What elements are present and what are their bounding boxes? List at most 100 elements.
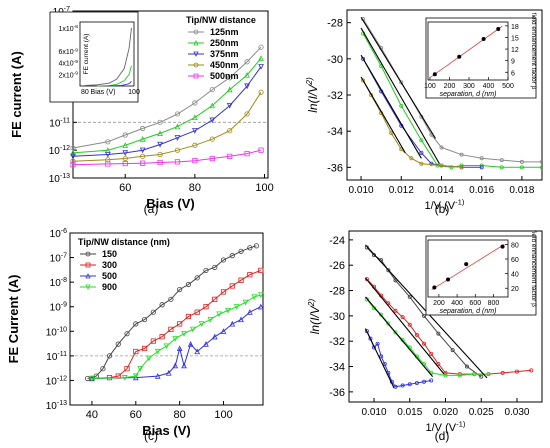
inset-x-tick-label: 300 — [463, 83, 475, 90]
series-line — [87, 245, 257, 379]
data-point — [386, 268, 391, 273]
y-tick-label: -32 — [329, 336, 345, 348]
inset-x-tick-label: 800 — [488, 300, 500, 307]
x-tick-label: 0.016 — [469, 185, 494, 196]
data-point — [258, 55, 264, 61]
x-axis-label: 1/V (V-1) — [426, 420, 466, 434]
data-point — [203, 304, 209, 310]
inset-x-tick-label: 80 — [81, 89, 89, 96]
data-point — [422, 341, 427, 346]
data-point — [422, 379, 427, 384]
data-point — [457, 373, 462, 378]
x-tick-label: 80 — [189, 182, 201, 194]
legend-label: 500 — [102, 271, 117, 281]
data-point — [238, 277, 244, 283]
series-line — [91, 269, 261, 379]
legend-marker — [193, 62, 199, 68]
legend-label: 900 — [102, 282, 117, 292]
data-point — [399, 103, 404, 108]
inset-y-tick-label: 1x10-8 — [58, 24, 78, 33]
legend-marker — [193, 29, 199, 35]
data-point — [157, 141, 163, 148]
data-point — [181, 362, 187, 369]
legend-label: 125nm — [210, 27, 239, 37]
panel-d: -24 -26 -28 -30 -32 -34 -36 0.010 0.015 0.020 0.02… — [306, 230, 543, 443]
inset: 200 400 600 800 20 40 60 80 separation, d (nm) fi… — [425, 230, 537, 316]
series-line — [72, 92, 262, 162]
inset-fit-line — [429, 25, 503, 79]
inset-x-label: separation, d (nm) — [440, 91, 497, 98]
data-point — [163, 343, 170, 350]
y-tick-label: -32 — [327, 90, 343, 102]
data-point — [459, 165, 464, 170]
legend-marker — [193, 73, 199, 79]
inset-y-tick-label: 40 — [511, 272, 519, 279]
series-450nm — [70, 89, 264, 164]
fit-line — [365, 296, 434, 378]
data-point — [139, 147, 146, 154]
legend-label: 500nm — [210, 71, 239, 81]
series-line — [362, 80, 462, 168]
x-tick-label: 0.010 — [349, 185, 374, 196]
x-tick-label: 40 — [86, 409, 98, 421]
data-point — [176, 345, 183, 352]
data-point — [372, 253, 377, 258]
data-point — [192, 142, 198, 148]
x-tick-label: 0.018 — [509, 185, 534, 196]
inset-y-tick-label: 15 — [511, 35, 519, 42]
inset-x-label: separation, d (nm) — [440, 308, 497, 315]
inset-x-tick-label: 500 — [502, 83, 514, 90]
y-tick-label: -30 — [327, 54, 343, 66]
legend-label: 450nm — [210, 60, 239, 70]
inset-y-label: field enhancement factor β — [530, 230, 537, 307]
data-point — [177, 321, 183, 327]
inset-point — [432, 72, 437, 77]
data-point — [244, 83, 250, 90]
data-point — [192, 158, 198, 164]
data-point — [174, 123, 181, 130]
data-point — [189, 326, 196, 333]
data-point — [122, 132, 128, 138]
inset-y-tick-label: 80 — [511, 242, 519, 249]
y-tick-label: 10-11 — [49, 117, 70, 129]
data-point — [449, 165, 454, 170]
inset-y-label: field enhancement factor β — [530, 13, 537, 90]
data-point — [229, 320, 236, 327]
inset-point — [446, 277, 450, 282]
data-point — [443, 373, 448, 378]
panel-caption: (b) — [435, 202, 450, 216]
y-tick-label: 10-11 — [46, 351, 67, 363]
data-point — [174, 135, 181, 141]
data-point — [209, 117, 216, 124]
series-900 — [89, 292, 264, 382]
data-point — [514, 369, 519, 374]
data-point — [132, 373, 139, 380]
data-point — [400, 383, 405, 388]
series-150 — [84, 243, 260, 382]
x-axis-label: Bias (V) — [146, 196, 194, 211]
data-point — [181, 331, 187, 337]
data-point — [207, 316, 214, 323]
data-point — [104, 151, 111, 158]
series-500 — [89, 303, 264, 382]
inset-x-label: Bias (V) — [91, 89, 116, 96]
data-point — [121, 375, 128, 381]
inset: 100 200 300 400 500 6 9 12 15 18 separation, d (nm… — [424, 13, 537, 99]
data-point — [419, 138, 424, 143]
data-point — [70, 149, 76, 156]
series-375nm — [70, 64, 264, 160]
y-axis-label: FE current (A) — [9, 51, 24, 138]
legend-marker — [85, 251, 91, 257]
x-tick-label: 0.020 — [433, 407, 458, 418]
series-line — [72, 57, 262, 154]
data-point — [157, 119, 163, 125]
x-tick-label: 60 — [130, 409, 142, 421]
data-point — [209, 86, 215, 93]
data-point — [124, 366, 130, 372]
series-line — [362, 33, 542, 168]
data-point — [122, 150, 129, 156]
data-point — [157, 130, 163, 137]
data-point — [174, 111, 181, 117]
data-point — [194, 275, 200, 281]
